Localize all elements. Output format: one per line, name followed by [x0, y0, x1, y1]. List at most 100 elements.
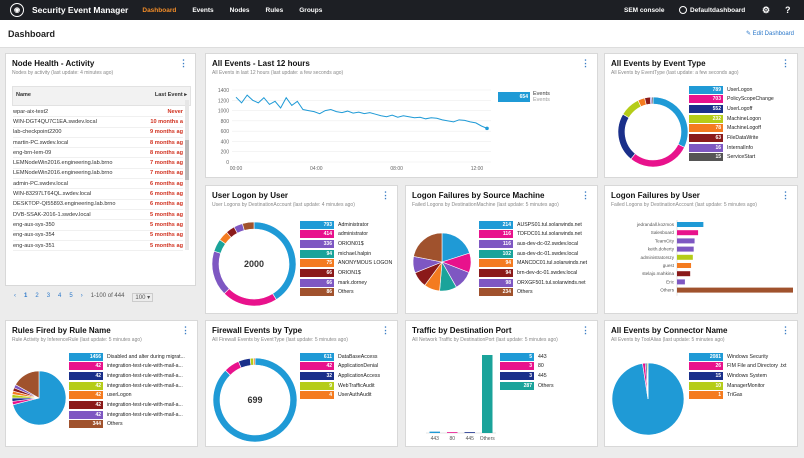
more-icon[interactable]: ⋮	[781, 58, 790, 68]
legend-item[interactable]: 42 integration-test-rule-with-mail-a...	[69, 410, 185, 419]
bar[interactable]	[677, 279, 685, 285]
legend-item[interactable]: 3 80	[500, 362, 554, 371]
page-5[interactable]: 5	[69, 293, 73, 299]
table-row[interactable]: eng-aus-sys-351 5 months ag	[13, 241, 183, 252]
nav-nodes[interactable]: Nodes	[229, 6, 250, 14]
node-name[interactable]: WIN-DGT4QU7C1EA.swdev.local	[13, 118, 97, 125]
slice[interactable]	[242, 221, 255, 231]
legend-item[interactable]: 1 TriGas	[689, 391, 786, 400]
more-icon[interactable]: ⋮	[181, 325, 190, 335]
legend-item[interactable]: 94 brn-dev-dc-01.swdev.local	[479, 268, 587, 278]
legend-item[interactable]: 26 FIM File and Directory .txt	[689, 362, 786, 371]
bar[interactable]	[677, 238, 695, 244]
table-row[interactable]: LEMNodeWin2016.engineering.lab.brno 7 mon…	[13, 158, 183, 169]
legend-item[interactable]: 3 445	[500, 371, 554, 381]
slice[interactable]	[630, 143, 685, 168]
table-row[interactable]: eng-aus-sys-354 5 months ag	[13, 231, 183, 241]
table-row[interactable]: WIN-DGT4QU7C1EA.swdev.local 10 months a	[13, 117, 183, 128]
legend-item[interactable]: 9 WebTrafficAudit	[300, 381, 380, 390]
column-name[interactable]: Name	[16, 92, 31, 98]
help-icon[interactable]: ?	[785, 5, 791, 15]
legend-item[interactable]: 15 ServiceStart	[689, 153, 774, 162]
bar[interactable]	[677, 246, 694, 252]
legend-item[interactable]: 611 DataBaseAccess	[300, 352, 380, 361]
node-name[interactable]: eng-aus-sys-350	[13, 221, 55, 228]
legend-item[interactable]: 42 ApplicationDenial	[300, 362, 380, 371]
legend-item[interactable]: 287 Others	[500, 381, 554, 390]
filter-bar[interactable]	[12, 86, 191, 106]
legend-item[interactable]: 78 MachineLogoff	[689, 124, 774, 133]
table-row[interactable]: wpar-aix-test2 Never	[13, 107, 183, 118]
node-name[interactable]: LEMNodeWin2016.engineering.lab.brno	[13, 160, 113, 167]
legend-item[interactable]: 102 aus-dev-dc-01.swdev.local	[479, 249, 587, 258]
legend-item[interactable]: 2081 Windows Security	[689, 352, 786, 361]
node-name[interactable]: wpar-aix-test2	[13, 108, 49, 115]
nav-dashboard[interactable]: Dashboard	[142, 6, 177, 14]
next-page-icon[interactable]: ›	[80, 293, 83, 299]
slice[interactable]	[651, 96, 654, 105]
legend-item[interactable]: 116 TDFDC01.tul.solarwinds.net	[479, 230, 587, 239]
legend-item[interactable]: 5 443	[500, 352, 554, 361]
node-name[interactable]: martin-PC.swdev.local	[13, 139, 69, 146]
column-last-event[interactable]: Last Event ▸	[154, 92, 187, 98]
table-row[interactable]: LEMNodeWin2016.engineering.lab.brno 7 mon…	[13, 169, 183, 180]
gear-icon[interactable]: ⚙	[762, 4, 771, 15]
legend-item[interactable]: 15 Windows System	[689, 371, 786, 381]
legend-item[interactable]: 66 mark.dorney	[300, 278, 392, 287]
legend-item[interactable]: 232 MachineLogon	[689, 114, 774, 123]
nav-events[interactable]: Events	[192, 6, 214, 14]
legend-item[interactable]: 214 AUSPS01.tul.solarwinds.net	[479, 220, 587, 229]
page-size-select[interactable]: 100 ▾	[132, 293, 154, 302]
legend-item[interactable]: 116 aus-dev-dc-02.swdev.local	[479, 239, 587, 249]
table-row[interactable]: DVB-SSAK-2016-1.swdev.local 5 months ag	[13, 210, 183, 221]
legend-item[interactable]: 32 ApplicationAccess	[300, 371, 380, 381]
legend-item[interactable]: 42 integration-test-rule-with-mail-a...	[69, 381, 185, 390]
table-row[interactable]: admin-PC.swdev.local 6 months ag	[13, 179, 183, 190]
bar[interactable]	[677, 254, 693, 260]
edit-dashboard-link[interactable]: ✎ Edit Dashboard	[746, 30, 794, 37]
bar[interactable]	[677, 263, 692, 268]
slice[interactable]	[223, 288, 277, 307]
legend-item[interactable]: 75 ANONYMOUS LOGON	[300, 259, 392, 268]
table-row[interactable]: lab-checkpoint2200 9 months ag	[13, 128, 183, 138]
legend-item[interactable]: 63 FileDataWrite	[689, 133, 774, 143]
last-point[interactable]	[485, 126, 489, 131]
bar[interactable]	[464, 432, 476, 433]
page-4[interactable]: 4	[58, 293, 62, 299]
node-name[interactable]: eng-aus-sys-351	[13, 242, 55, 249]
page-2[interactable]: 2	[35, 293, 39, 299]
bar[interactable]	[677, 230, 699, 236]
node-name[interactable]: eng-aus-sys-354	[13, 232, 55, 239]
slice[interactable]	[441, 232, 470, 263]
legend-item[interactable]: 42 integration-test-rule-with-mail-a...	[69, 362, 185, 371]
legend-item[interactable]: 552 UserLogoff	[689, 104, 774, 114]
legend-item[interactable]: 414 administrator	[300, 230, 392, 239]
legend-item[interactable]: 94 MANCDC01.tul.solarwinds.net	[479, 259, 587, 268]
slice[interactable]	[249, 357, 255, 366]
legend-item[interactable]: 234 Others	[479, 288, 587, 297]
bar[interactable]	[482, 355, 493, 433]
legend-item[interactable]: 42 userLogon	[69, 391, 185, 400]
slice[interactable]	[211, 250, 230, 295]
slice[interactable]	[12, 370, 67, 426]
legend-item[interactable]: 789 UserLogon	[689, 85, 774, 94]
legend-item[interactable]: 793 Administrator	[300, 220, 392, 229]
more-icon[interactable]: ⋮	[781, 190, 790, 200]
slice[interactable]	[15, 370, 40, 399]
bar[interactable]	[447, 432, 458, 433]
more-icon[interactable]: ⋮	[581, 58, 590, 68]
legend-item[interactable]: 98 ORXGF501.tul.solarwinds.net	[479, 278, 587, 287]
legend-item[interactable]: 86 Others	[300, 288, 392, 297]
sem-console-link[interactable]: SEM console	[624, 6, 665, 14]
user-menu[interactable]: Defaultdashboard	[679, 0, 745, 20]
slice[interactable]	[413, 232, 443, 263]
nav-groups[interactable]: Groups	[299, 6, 323, 14]
table-row[interactable]: eng-brn-lem-09 8 months ag	[13, 148, 183, 159]
legend-item[interactable]: 16 InternalInfo	[689, 143, 774, 152]
legend-item[interactable]: 66 ORION1$	[300, 268, 392, 278]
legend-item[interactable]: 42 integration-test-rule-with-mail-a...	[69, 371, 185, 381]
more-icon[interactable]: ⋮	[581, 325, 590, 335]
bar[interactable]	[677, 287, 793, 293]
slice[interactable]	[622, 99, 642, 119]
slice[interactable]	[253, 357, 256, 366]
